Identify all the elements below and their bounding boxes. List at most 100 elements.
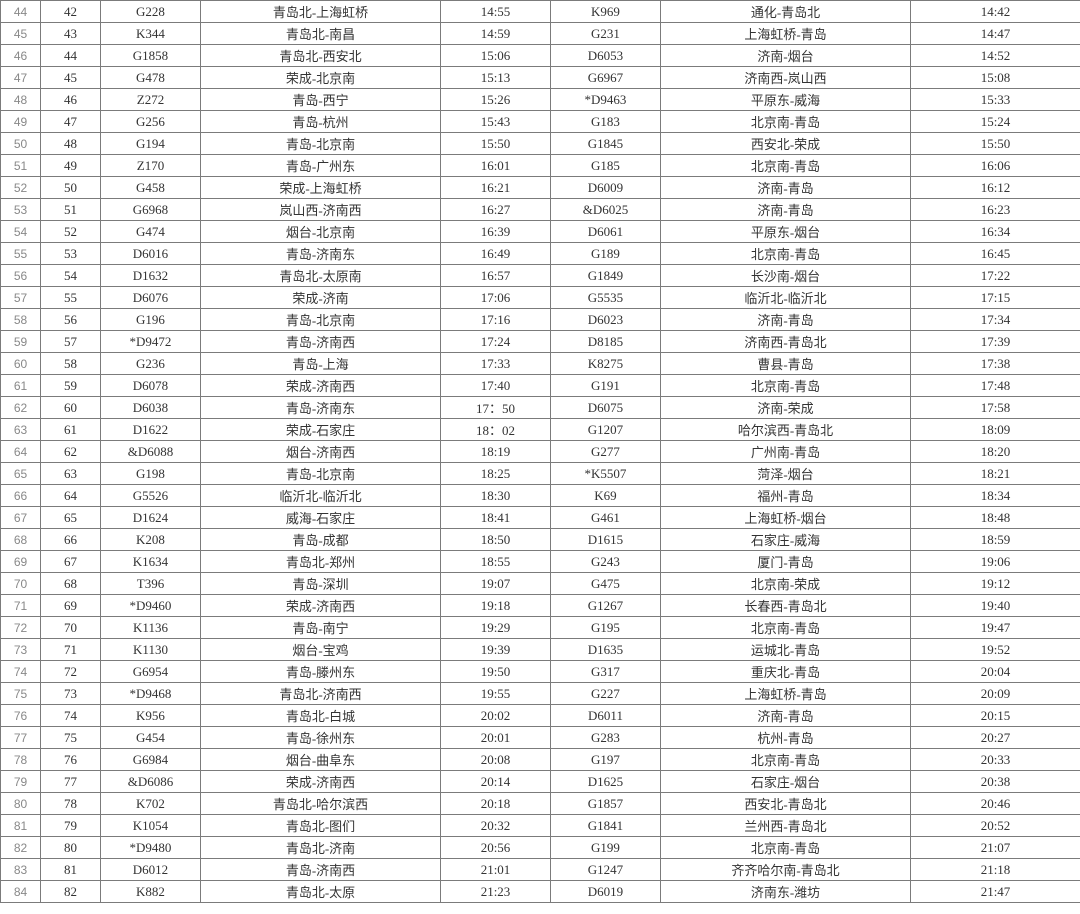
table-row: 6462&D6088烟台-济南西18:19G277广州南-青岛18:20 [1, 441, 1080, 463]
row-number-cell: 71 [1, 595, 41, 617]
index-cell: 42 [41, 1, 101, 23]
time1-cell: 16:49 [441, 243, 551, 265]
train1-cell: K956 [101, 705, 201, 727]
time2-cell: 17:38 [911, 353, 1080, 375]
route2-cell: 北京南-青岛 [661, 749, 911, 771]
row-number-cell: 78 [1, 749, 41, 771]
row-number-cell: 80 [1, 793, 41, 815]
row-number-cell: 79 [1, 771, 41, 793]
train1-cell: G198 [101, 463, 201, 485]
index-cell: 64 [41, 485, 101, 507]
route2-cell: 上海虹桥-青岛 [661, 683, 911, 705]
time2-cell: 15:50 [911, 133, 1080, 155]
time1-cell: 18:25 [441, 463, 551, 485]
train2-cell: D1625 [551, 771, 661, 793]
row-number-cell: 67 [1, 507, 41, 529]
route2-cell: 济南-青岛 [661, 705, 911, 727]
train2-cell: G227 [551, 683, 661, 705]
index-cell: 58 [41, 353, 101, 375]
index-cell: 59 [41, 375, 101, 397]
time1-cell: 21:23 [441, 881, 551, 903]
time1-cell: 19:18 [441, 595, 551, 617]
index-cell: 81 [41, 859, 101, 881]
index-cell: 72 [41, 661, 101, 683]
train1-cell: Z170 [101, 155, 201, 177]
train2-cell: G283 [551, 727, 661, 749]
train1-cell: G6954 [101, 661, 201, 683]
table-row: 4543K344青岛北-南昌14:59G231上海虹桥-青岛14:47 [1, 23, 1080, 45]
row-number-cell: 73 [1, 639, 41, 661]
row-number-cell: 74 [1, 661, 41, 683]
row-number-cell: 69 [1, 551, 41, 573]
time1-cell: 19:39 [441, 639, 551, 661]
route2-cell: 平原东-烟台 [661, 221, 911, 243]
route1-cell: 青岛-杭州 [201, 111, 441, 133]
time1-cell: 17:06 [441, 287, 551, 309]
row-number-cell: 60 [1, 353, 41, 375]
time2-cell: 15:24 [911, 111, 1080, 133]
index-cell: 73 [41, 683, 101, 705]
train1-cell: K344 [101, 23, 201, 45]
index-cell: 54 [41, 265, 101, 287]
train2-cell: G1267 [551, 595, 661, 617]
index-cell: 60 [41, 397, 101, 419]
time1-cell: 20:32 [441, 815, 551, 837]
index-cell: 74 [41, 705, 101, 727]
table-row: 5856G196青岛-北京南17:16D6023济南-青岛17:34 [1, 309, 1080, 331]
time1-cell: 19:07 [441, 573, 551, 595]
time1-cell: 17:40 [441, 375, 551, 397]
time1-cell: 16:27 [441, 199, 551, 221]
index-cell: 65 [41, 507, 101, 529]
row-number-cell: 83 [1, 859, 41, 881]
train1-cell: G478 [101, 67, 201, 89]
train2-cell: D1615 [551, 529, 661, 551]
index-cell: 56 [41, 309, 101, 331]
time1-cell: 18:55 [441, 551, 551, 573]
time2-cell: 16:23 [911, 199, 1080, 221]
route1-cell: 青岛-北京南 [201, 133, 441, 155]
route2-cell: 西安北-荣成 [661, 133, 911, 155]
time1-cell: 15:13 [441, 67, 551, 89]
train1-cell: G474 [101, 221, 201, 243]
train2-cell: G1845 [551, 133, 661, 155]
time1-cell: 20:02 [441, 705, 551, 727]
time1-cell: 17：50 [441, 397, 551, 419]
train2-cell: D6023 [551, 309, 661, 331]
table-row: 5755D6076荣成-济南17:06G5535临沂北-临沂北17:15 [1, 287, 1080, 309]
train2-cell: G195 [551, 617, 661, 639]
index-cell: 47 [41, 111, 101, 133]
index-cell: 82 [41, 881, 101, 903]
route2-cell: 济南西-青岛北 [661, 331, 911, 353]
route1-cell: 青岛北-西安北 [201, 45, 441, 67]
train2-cell: G1849 [551, 265, 661, 287]
route1-cell: 青岛北-郑州 [201, 551, 441, 573]
time2-cell: 17:22 [911, 265, 1080, 287]
train1-cell: Z272 [101, 89, 201, 111]
row-number-cell: 70 [1, 573, 41, 595]
train2-cell: D6053 [551, 45, 661, 67]
table-row: 8482K882青岛北-太原21:23D6019济南东-潍坊21:47 [1, 881, 1080, 903]
train1-cell: *D9460 [101, 595, 201, 617]
index-cell: 63 [41, 463, 101, 485]
time2-cell: 20:38 [911, 771, 1080, 793]
train1-cell: G256 [101, 111, 201, 133]
index-cell: 80 [41, 837, 101, 859]
table-row: 6361D1622荣成-石家庄18：02G1207哈尔滨西-青岛北18:09 [1, 419, 1080, 441]
route2-cell: 临沂北-临沂北 [661, 287, 911, 309]
time2-cell: 16:45 [911, 243, 1080, 265]
train2-cell: *D9463 [551, 89, 661, 111]
table-row: 5048G194青岛-北京南15:50G1845西安北-荣成15:50 [1, 133, 1080, 155]
table-row: 7977&D6086荣成-济南西20:14D1625石家庄-烟台20:38 [1, 771, 1080, 793]
table-row: 4846Z272青岛-西宁15:26*D9463平原东-威海15:33 [1, 89, 1080, 111]
table-row: 7068T396青岛-深圳19:07G475北京南-荣成19:12 [1, 573, 1080, 595]
train2-cell: K969 [551, 1, 661, 23]
time2-cell: 18:20 [911, 441, 1080, 463]
table-row: 7573*D9468青岛北-济南西19:55G227上海虹桥-青岛20:09 [1, 683, 1080, 705]
train2-cell: G6967 [551, 67, 661, 89]
train2-cell: G1857 [551, 793, 661, 815]
train1-cell: &D6088 [101, 441, 201, 463]
train2-cell: D6061 [551, 221, 661, 243]
table-row: 5351G6968岚山西-济南西16:27&D6025济南-青岛16:23 [1, 199, 1080, 221]
route2-cell: 厦门-青岛 [661, 551, 911, 573]
train1-cell: K702 [101, 793, 201, 815]
